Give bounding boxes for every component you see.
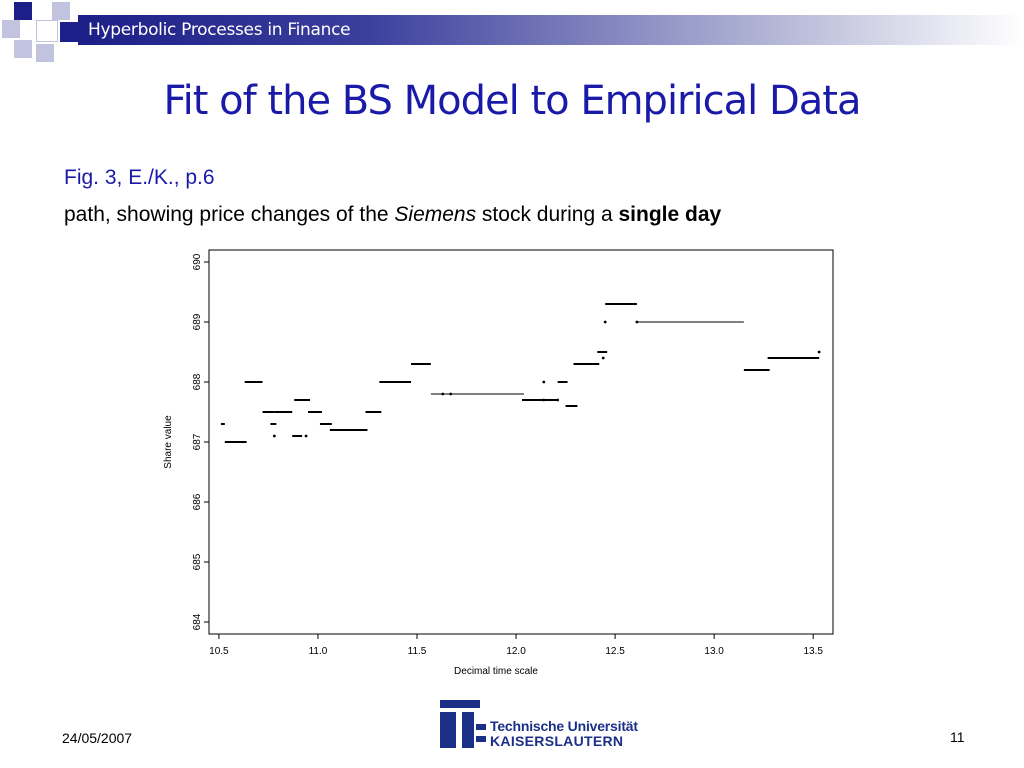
price-point — [635, 320, 639, 324]
y-tick-label: 690 — [192, 253, 203, 270]
x-tick-label: 12.5 — [605, 646, 625, 657]
price-point — [272, 434, 276, 438]
logo-text-line2: KAISERSLAUTERN — [490, 733, 624, 749]
x-tick-label: 13.0 — [704, 646, 724, 657]
y-tick-label: 689 — [192, 313, 203, 330]
price-point — [603, 320, 607, 324]
figure-caption: path, showing price changes of the Sieme… — [64, 203, 721, 227]
decorative-square — [60, 22, 78, 42]
figure-reference: Fig. 3, E./K., p.6 — [64, 166, 215, 189]
slide-title: Fit of the BS Model to Empirical Data — [163, 78, 862, 124]
x-axis: 10.5 11.0 11.5 12.0 12.5 13.0 13.5 — [209, 634, 823, 657]
price-point — [542, 398, 546, 402]
footer-date: 24/05/2007 — [62, 730, 133, 746]
y-axis: 684 685 686 687 688 689 690 — [192, 253, 209, 630]
decorative-square — [14, 40, 32, 58]
share-value-chart: 10.5 11.0 11.5 12.0 12.5 13.0 13.5 68468568668… — [163, 249, 834, 677]
header-bar — [78, 15, 1024, 45]
x-tick-label: 11.5 — [408, 646, 427, 657]
y-tick-label: 687 — [192, 433, 203, 450]
caption-italic: Siemens — [394, 203, 477, 226]
decorative-square — [36, 20, 58, 42]
y-tick-label: 686 — [192, 493, 203, 510]
y-tick-label: 684 — [192, 613, 203, 630]
x-tick-label: 13.5 — [803, 646, 823, 657]
decorative-square — [52, 2, 70, 20]
price-series — [220, 303, 821, 443]
x-axis-label: Decimal time scale — [454, 666, 538, 677]
logo-text-line1: Technische Universität — [490, 718, 638, 734]
price-point — [601, 356, 605, 360]
x-tick-label: 11.0 — [309, 646, 328, 657]
plot-frame — [208, 249, 834, 635]
price-point — [304, 434, 308, 438]
caption-text: stock during a — [476, 203, 619, 226]
y-tick-label: 685 — [192, 553, 203, 570]
price-point — [441, 392, 445, 396]
y-axis-label: Share value — [163, 415, 174, 469]
price-point — [449, 392, 453, 396]
university-logo — [440, 700, 486, 748]
price-point — [556, 398, 560, 402]
decorative-square — [2, 20, 20, 38]
y-tick-label: 688 — [192, 373, 203, 390]
caption-text: path, showing price changes of the — [64, 203, 395, 226]
decorative-square — [32, 2, 52, 20]
x-tick-label: 12.0 — [506, 646, 526, 657]
caption-bold: single day — [618, 203, 722, 226]
decorative-square — [36, 44, 54, 62]
decorative-square — [14, 2, 32, 20]
header-title: Hyperbolic Processes in Finance — [88, 20, 351, 40]
price-point — [542, 380, 546, 384]
page-number: 11 — [950, 729, 965, 745]
x-tick-label: 10.5 — [209, 646, 229, 657]
price-point — [817, 350, 821, 354]
